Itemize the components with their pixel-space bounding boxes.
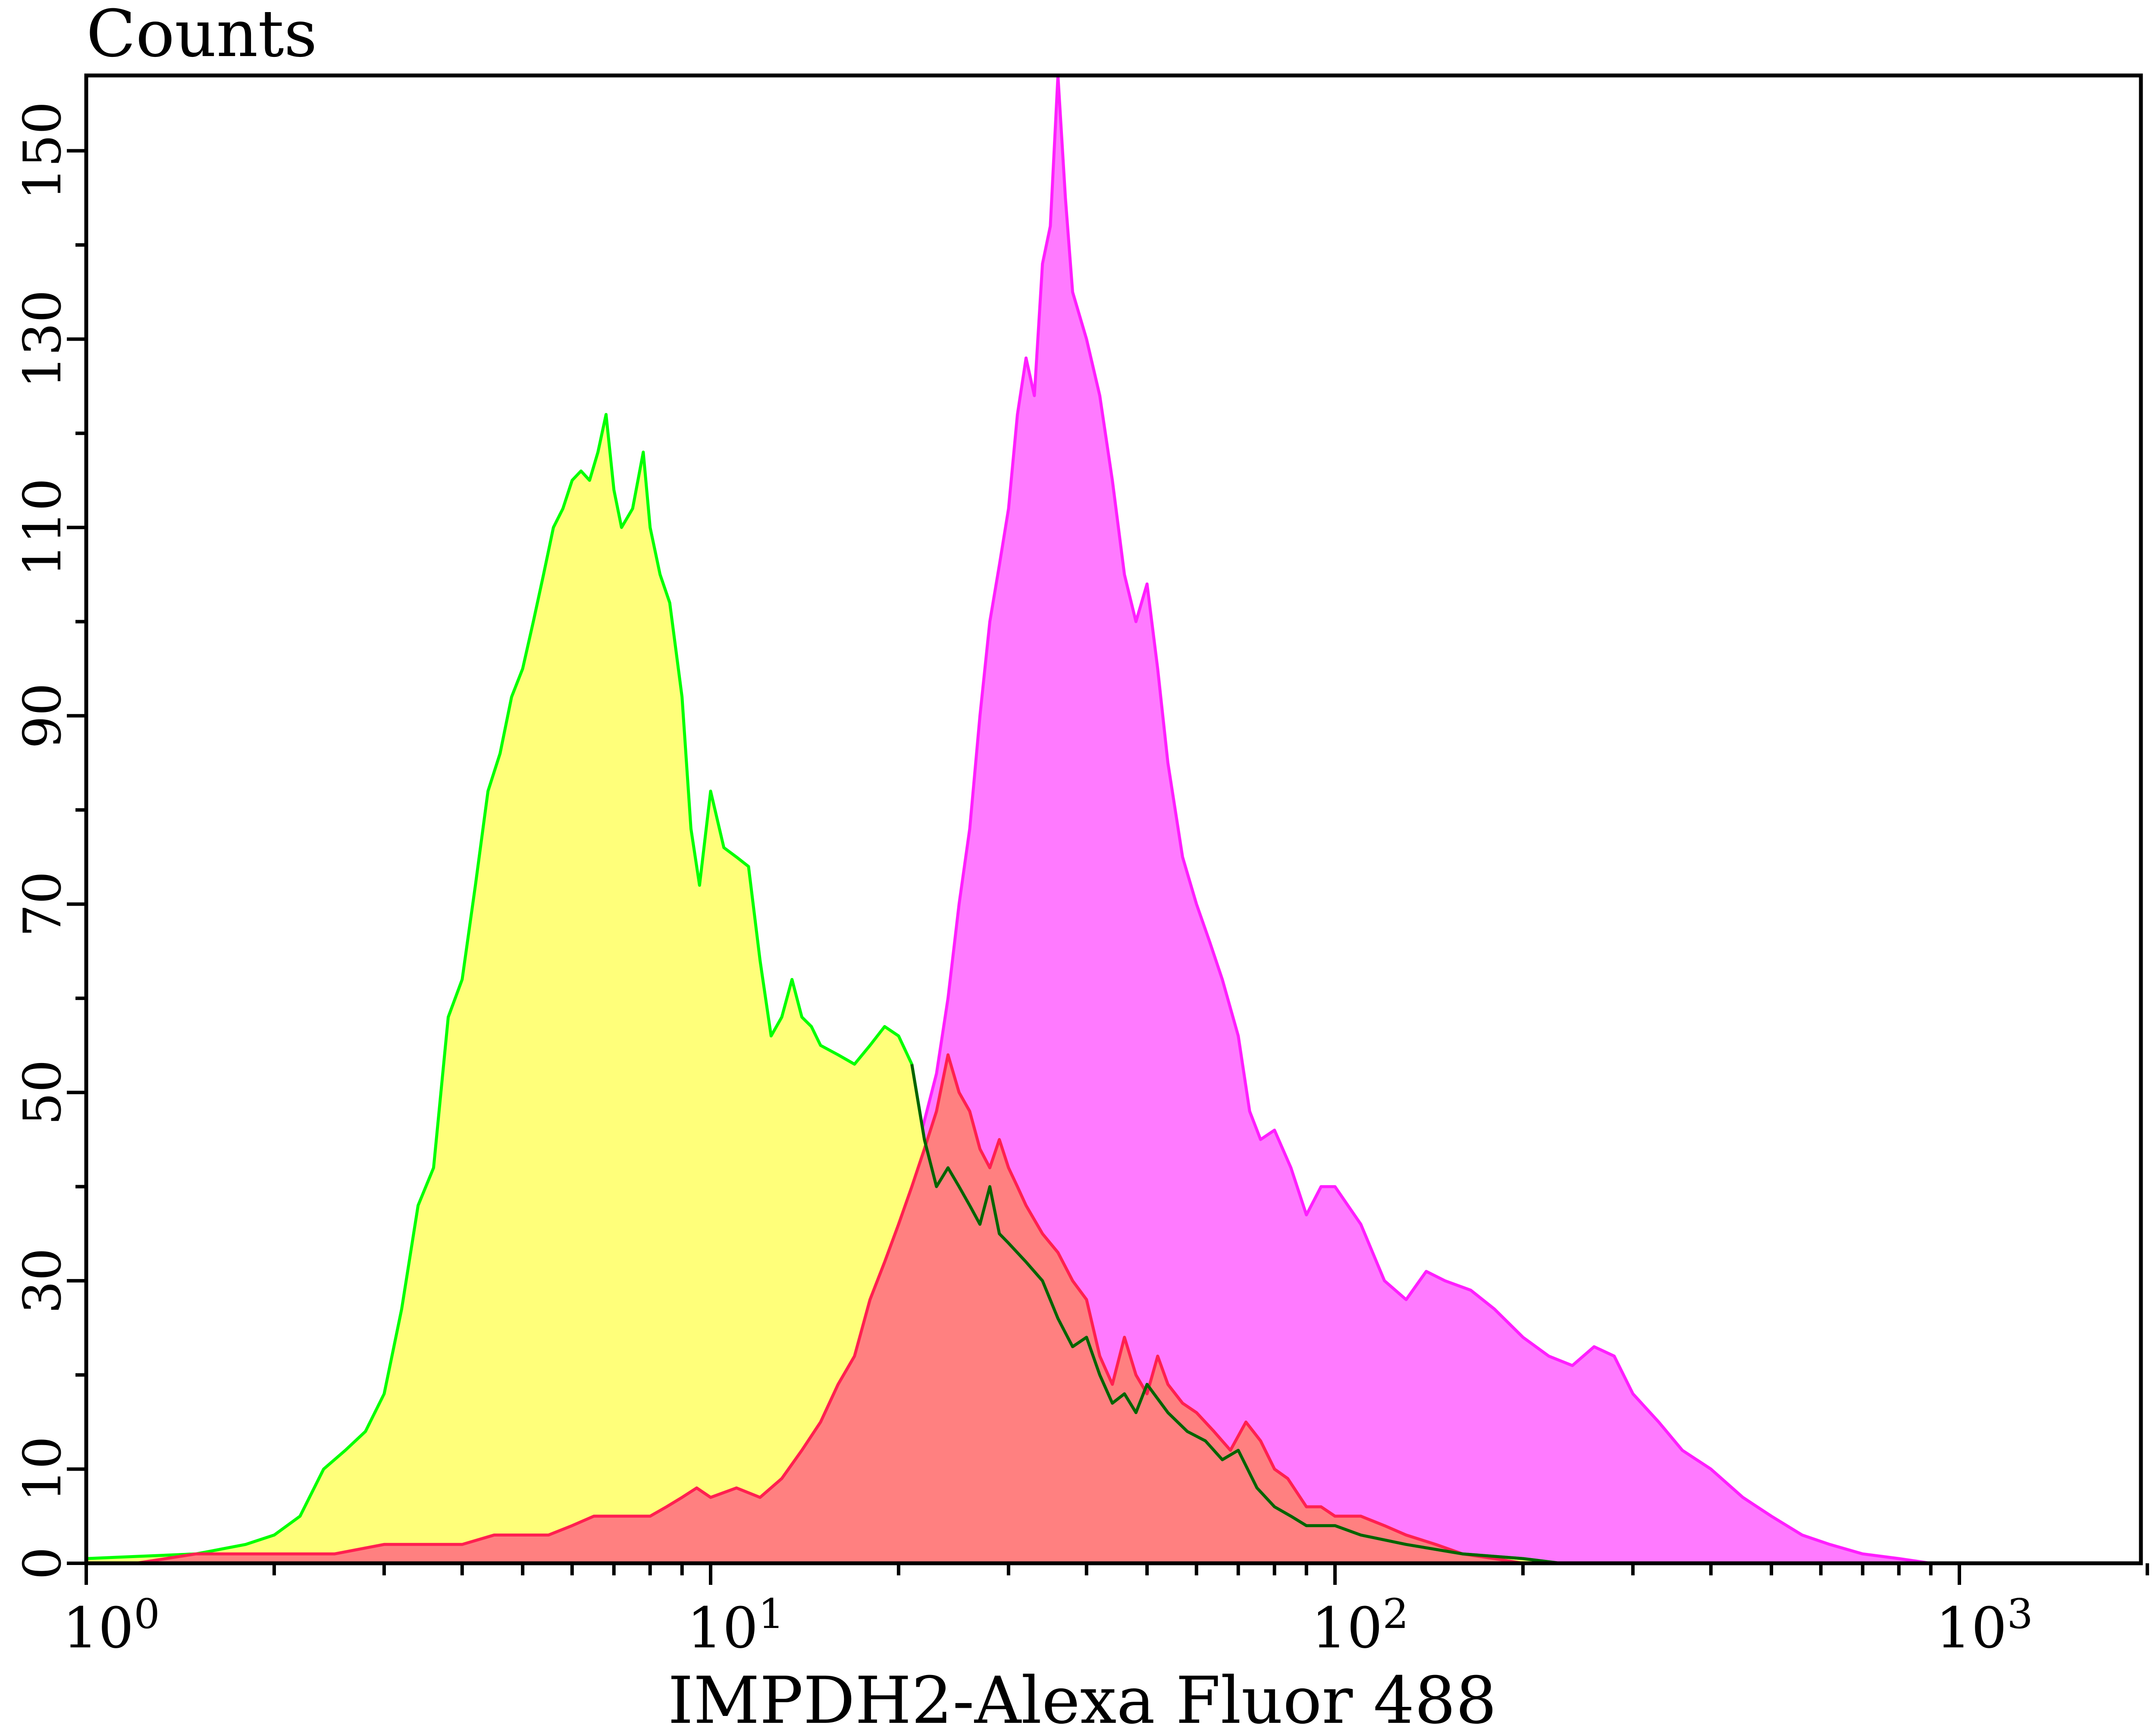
plot-frame <box>84 73 2143 1565</box>
series-fill <box>135 1054 1523 1563</box>
x-tick-label: 103 <box>1936 1590 2033 1661</box>
unlabelled-control-histogram <box>135 1053 1523 1563</box>
x-axis-label: IMPDH2-Alexa Fluor 488 <box>668 1663 1497 1725</box>
x-tick-label: 100 <box>63 1590 160 1661</box>
y-tick-label: 30 <box>13 1248 73 1314</box>
y-tick-label: 70 <box>13 871 73 937</box>
y-tick-label: 50 <box>13 1060 73 1126</box>
y-axis-label: Counts <box>86 0 317 72</box>
y-tick-label: 90 <box>13 683 73 749</box>
x-tick-label: 101 <box>687 1590 784 1661</box>
overlap-outline <box>910 1064 1561 1563</box>
y-tick-label: 150 <box>13 101 73 200</box>
series-fill <box>157 75 1931 1563</box>
y-tick-label: 0 <box>13 1547 73 1580</box>
y-tick-label: 10 <box>13 1436 73 1502</box>
series-layer <box>86 75 1931 1563</box>
series-outline <box>135 1053 1523 1563</box>
x-tick-label: 102 <box>1311 1590 1409 1661</box>
y-tick-label: 110 <box>13 478 73 577</box>
series-fill <box>86 414 1561 1563</box>
y-tick-label: 130 <box>13 290 73 389</box>
